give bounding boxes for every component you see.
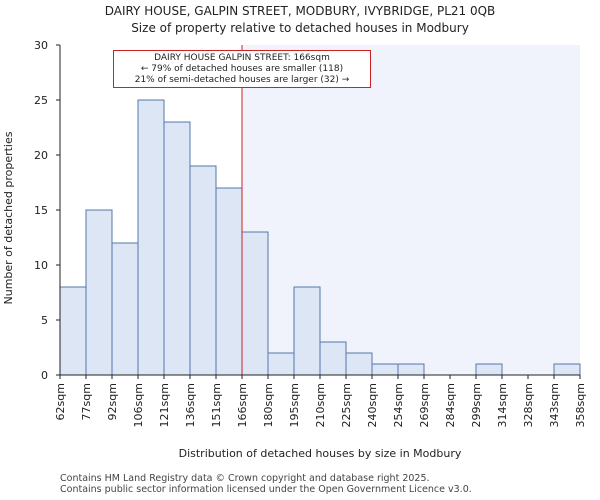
- x-tick-label: 240sqm: [366, 383, 379, 427]
- x-tick-label: 269sqm: [418, 383, 431, 427]
- x-tick-label: 136sqm: [184, 383, 197, 427]
- histogram-bar: [371, 363, 399, 376]
- annotation-box: DAIRY HOUSE GALPIN STREET: 166sqm ← 79% …: [113, 50, 371, 88]
- y-tick-label: 25: [34, 94, 48, 107]
- histogram-bar: [267, 352, 295, 376]
- y-tick-label: 30: [34, 39, 48, 52]
- x-tick-label: 166sqm: [236, 383, 249, 427]
- x-tick-label: 328sqm: [522, 383, 535, 427]
- chart-title: Size of property relative to detached ho…: [131, 21, 469, 35]
- histogram-bar: [111, 242, 139, 376]
- y-tick-label: 15: [34, 204, 48, 217]
- x-tick-label: 343sqm: [548, 383, 561, 427]
- histogram-bar: [163, 121, 191, 376]
- x-tick-label: 210sqm: [314, 383, 327, 427]
- x-tick-label: 106sqm: [132, 383, 145, 427]
- y-tick-label: 5: [41, 314, 48, 327]
- annotation-line-3: 21% of semi-detached houses are larger (…: [134, 75, 350, 85]
- footer-line-2: Contains public sector information licen…: [60, 484, 472, 495]
- x-tick-label: 151sqm: [210, 383, 223, 427]
- x-tick-label: 62sqm: [54, 383, 67, 420]
- x-tick-label: 180sqm: [262, 383, 275, 427]
- x-tick-label: 358sqm: [574, 383, 587, 427]
- y-axis-label: Number of detached properties: [2, 131, 15, 304]
- y-tick-label: 10: [34, 259, 48, 272]
- histogram-bar: [553, 363, 581, 376]
- chart-title-address: DAIRY HOUSE, GALPIN STREET, MODBURY, IVY…: [104, 4, 496, 18]
- x-tick-label: 254sqm: [392, 383, 405, 427]
- histogram-bar: [241, 231, 269, 376]
- histogram-bar: [345, 352, 373, 376]
- annotation-line-2: ← 79% of detached houses are smaller (11…: [140, 64, 344, 74]
- histogram-bar: [397, 363, 425, 376]
- y-tick-label: 20: [34, 149, 48, 162]
- histogram-bar: [189, 165, 217, 376]
- annotation-line-1: DAIRY HOUSE GALPIN STREET: 166sqm: [154, 53, 330, 63]
- x-tick-label: 77sqm: [80, 383, 93, 420]
- footer-line-1: Contains HM Land Registry data © Crown c…: [60, 473, 430, 484]
- histogram-bar: [475, 363, 503, 376]
- larger-region-shade: [242, 45, 580, 375]
- histogram-bar: [215, 187, 243, 376]
- histogram-bar: [59, 286, 87, 376]
- x-axis-label: Distribution of detached houses by size …: [179, 447, 462, 460]
- y-tick-label: 0: [41, 369, 48, 382]
- x-tick-label: 299sqm: [470, 383, 483, 427]
- histogram-bar: [137, 99, 165, 376]
- x-tick-label: 314sqm: [496, 383, 509, 427]
- x-tick-label: 121sqm: [158, 383, 171, 427]
- x-tick-label: 92sqm: [106, 383, 119, 420]
- histogram-bar: [85, 209, 113, 376]
- histogram-bar: [319, 341, 347, 376]
- x-tick-label: 195sqm: [288, 383, 301, 427]
- x-tick-label: 225sqm: [340, 383, 353, 427]
- histogram-bar: [293, 286, 321, 376]
- x-tick-label: 284sqm: [444, 383, 457, 427]
